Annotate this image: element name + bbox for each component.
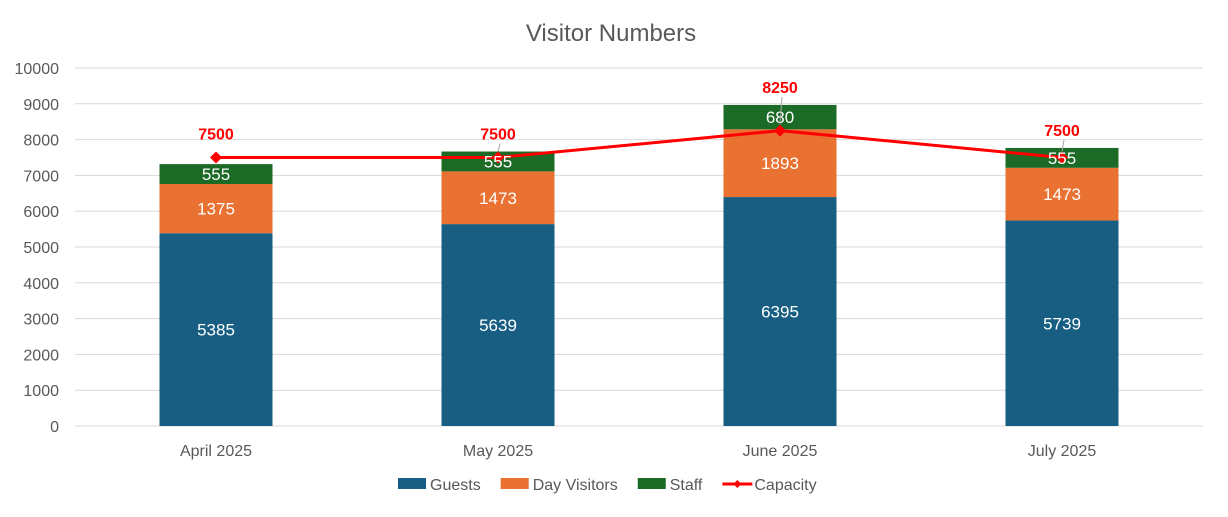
- data-label: 555: [202, 165, 230, 184]
- chart-title: Visitor Numbers: [526, 20, 696, 47]
- capacity-marker: [774, 124, 786, 137]
- x-tick-label: May 2025: [463, 443, 533, 460]
- capacity-marker: [210, 151, 222, 164]
- legend-swatch: [637, 478, 666, 489]
- bar-guests: [441, 224, 555, 426]
- bar-day-visitors: [1005, 167, 1119, 221]
- capacity-line: [216, 129, 1063, 159]
- capacity-marker: [1056, 151, 1068, 164]
- data-label: 555: [484, 152, 512, 171]
- legend-swatch: [500, 478, 529, 489]
- bar-guests: [1005, 220, 1119, 426]
- legend-label: Staff: [670, 477, 703, 494]
- y-tick-label: 1000: [23, 383, 59, 400]
- y-tick-label: 8000: [23, 133, 59, 150]
- data-label: 680: [766, 108, 794, 127]
- x-tick-label: April 2025: [180, 443, 252, 460]
- legend-label: Day Visitors: [533, 477, 618, 494]
- y-tick-label: 9000: [23, 97, 59, 114]
- data-label: 5739: [1043, 314, 1081, 333]
- capacity-label: 7500: [198, 127, 234, 144]
- y-tick-label: 7000: [23, 168, 59, 185]
- capacity-label: 8250: [762, 80, 798, 97]
- y-tick-label: 0: [50, 419, 59, 436]
- bar-guests: [723, 197, 837, 426]
- legend-marker: [733, 480, 742, 488]
- leader-line: [497, 143, 501, 152]
- y-tick-label: 3000: [23, 312, 59, 329]
- y-tick-label: 4000: [23, 276, 59, 293]
- capacity-label: 7500: [480, 127, 516, 144]
- y-tick-label: 10000: [15, 61, 60, 78]
- leader-line: [1061, 139, 1065, 152]
- data-label: 555: [1048, 149, 1076, 168]
- legend-label: Guests: [430, 477, 481, 494]
- data-label: 1473: [479, 189, 517, 208]
- capacity-marker: [492, 151, 504, 164]
- data-label: 5385: [197, 321, 235, 340]
- data-label: 1375: [197, 200, 235, 219]
- y-tick-label: 5000: [23, 240, 59, 257]
- legend-label: Capacity: [754, 477, 816, 494]
- y-tick-label: 6000: [23, 204, 59, 221]
- y-tick-label: 2000: [23, 347, 59, 364]
- bar-guests: [159, 233, 273, 426]
- data-label: 1473: [1043, 185, 1081, 204]
- x-tick-label: June 2025: [743, 443, 818, 460]
- capacity-label: 7500: [1044, 123, 1080, 140]
- leader-line: [779, 96, 783, 125]
- bar-day-visitors: [159, 183, 273, 234]
- data-label: 5639: [479, 316, 517, 335]
- bar-day-visitors: [441, 171, 555, 225]
- legend-swatch: [398, 478, 426, 489]
- data-label: 6395: [761, 303, 799, 322]
- bar-day-visitors: [723, 129, 837, 198]
- data-label: 1893: [761, 154, 799, 173]
- bar-staff: [159, 164, 273, 184]
- x-tick-label: July 2025: [1028, 443, 1097, 460]
